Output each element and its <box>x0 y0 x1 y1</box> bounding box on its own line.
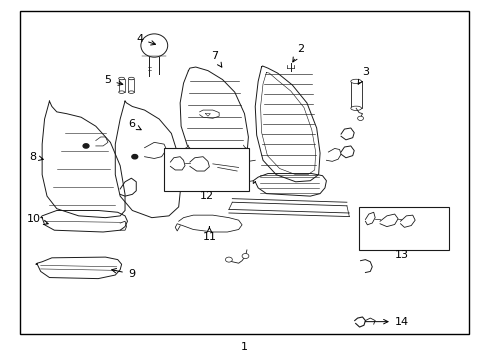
Text: 5: 5 <box>104 75 122 85</box>
Text: 8: 8 <box>29 152 43 162</box>
Circle shape <box>357 116 363 121</box>
Circle shape <box>225 257 232 262</box>
Circle shape <box>132 154 138 159</box>
Text: 10: 10 <box>27 215 48 225</box>
Bar <box>358 207 448 250</box>
Ellipse shape <box>119 91 124 93</box>
Text: 2: 2 <box>292 44 304 62</box>
Text: 12: 12 <box>199 191 213 201</box>
Bar <box>350 81 361 108</box>
Ellipse shape <box>350 79 361 84</box>
Text: 1: 1 <box>241 342 247 352</box>
Text: 14: 14 <box>365 317 408 327</box>
Text: 11: 11 <box>202 227 216 242</box>
Ellipse shape <box>141 34 167 57</box>
Ellipse shape <box>119 77 124 80</box>
Ellipse shape <box>350 106 361 111</box>
Text: 6: 6 <box>128 120 141 130</box>
Text: 7: 7 <box>210 51 222 67</box>
Text: 4: 4 <box>136 34 155 45</box>
Circle shape <box>242 253 248 258</box>
Text: 9: 9 <box>112 269 135 279</box>
Ellipse shape <box>128 91 134 93</box>
Bar <box>128 78 134 92</box>
Text: 3: 3 <box>357 67 368 84</box>
Circle shape <box>83 144 89 148</box>
Bar <box>163 148 249 191</box>
Ellipse shape <box>128 77 134 80</box>
Bar <box>119 78 124 92</box>
Text: 13: 13 <box>394 249 407 260</box>
